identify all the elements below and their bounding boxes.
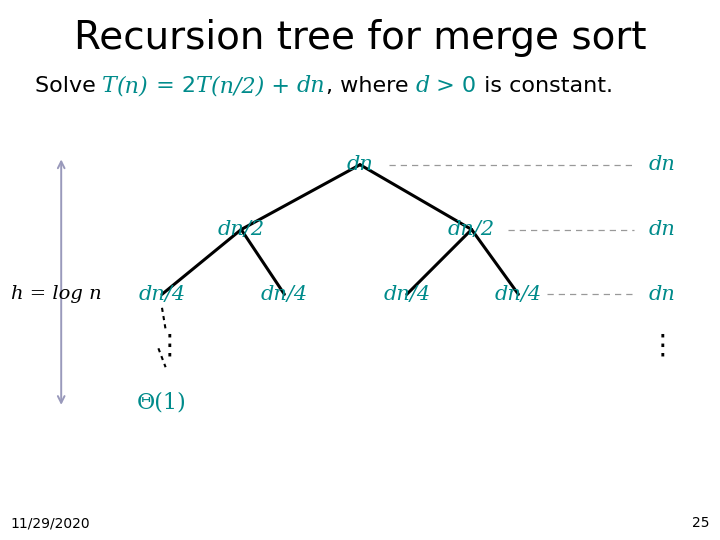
Text: T: T xyxy=(102,76,117,97)
Text: is constant.: is constant. xyxy=(477,76,613,97)
Text: ⋮: ⋮ xyxy=(649,332,676,360)
Text: > 0: > 0 xyxy=(429,76,477,97)
Text: Θ(1): Θ(1) xyxy=(137,392,187,413)
Text: h = log n: h = log n xyxy=(11,285,102,303)
Text: 11/29/2020: 11/29/2020 xyxy=(11,516,91,530)
Text: , where: , where xyxy=(325,76,415,97)
Text: dn/4: dn/4 xyxy=(495,285,542,304)
Text: (n/2) +: (n/2) + xyxy=(211,76,297,97)
Text: dn: dn xyxy=(649,285,676,304)
Text: dn: dn xyxy=(649,155,676,174)
Text: T: T xyxy=(196,76,211,97)
Text: dn/4: dn/4 xyxy=(261,285,308,304)
Text: dn/4: dn/4 xyxy=(383,285,431,304)
Text: Recursion tree for merge sort: Recursion tree for merge sort xyxy=(73,19,647,57)
Text: dn/2: dn/2 xyxy=(448,220,495,239)
Text: 25: 25 xyxy=(692,516,709,530)
Text: (n): (n) xyxy=(117,76,149,97)
Text: d: d xyxy=(415,76,429,97)
Text: dn: dn xyxy=(297,76,325,97)
Text: dn/4: dn/4 xyxy=(138,285,186,304)
Text: dn: dn xyxy=(649,220,676,239)
Text: = 2: = 2 xyxy=(149,76,196,97)
Text: ⋮: ⋮ xyxy=(156,332,183,360)
Text: dn/2: dn/2 xyxy=(217,220,265,239)
Text: dn: dn xyxy=(346,155,374,174)
Text: Solve: Solve xyxy=(35,76,102,97)
